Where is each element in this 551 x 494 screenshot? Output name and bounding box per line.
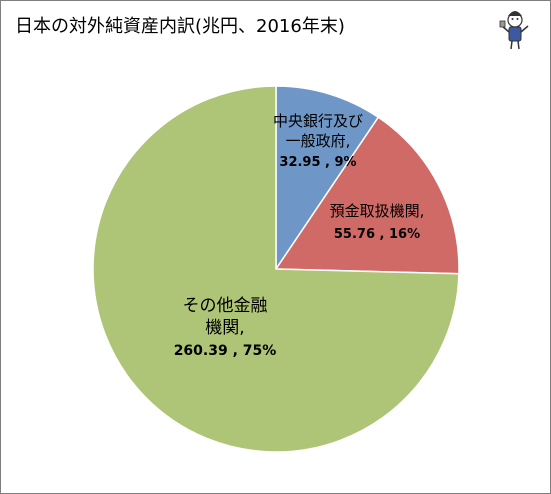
pie-slice-2 (274, 116, 460, 275)
slice-label-name-1: 一般政府, (286, 132, 351, 150)
pie-slice-1 (275, 85, 380, 272)
mascot-icon (499, 11, 529, 50)
slice-label-value-2: 55.76 , 16% (334, 227, 420, 242)
slice-label-name-3: その他金融 (183, 296, 268, 316)
slice-label-value-3: 260.39 , 75% (174, 343, 277, 359)
slice-label-name-1: 中央銀行及び (273, 112, 363, 130)
slice-label-name-2: 預金取扱機関, (330, 202, 425, 220)
slice-label-name-3: 機関, (205, 318, 244, 338)
slice-label-value-1: 32.95 , 9% (279, 155, 356, 170)
chart-title: 日本の対外純資産内訳(兆円、2016年末) (15, 16, 345, 37)
pie-slice-3 (92, 85, 460, 453)
